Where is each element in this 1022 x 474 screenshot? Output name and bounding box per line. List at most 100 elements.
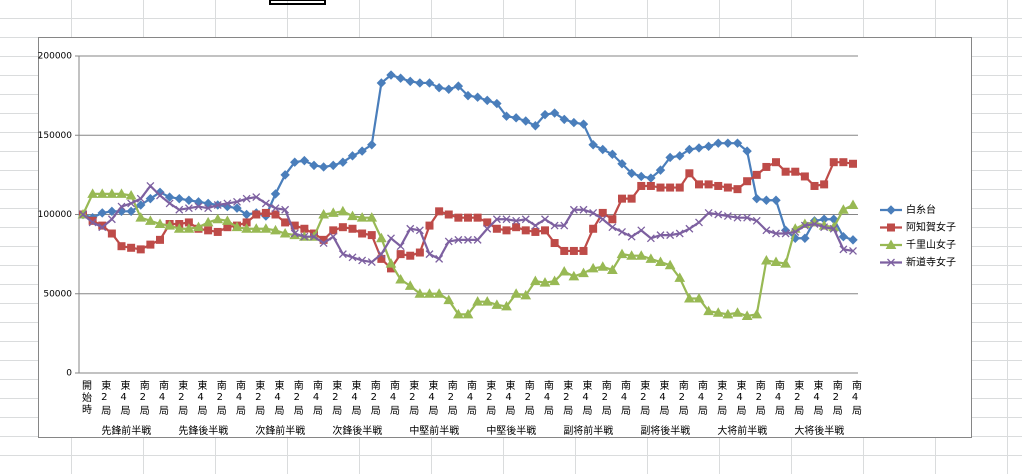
x-tick-label: 東4局 xyxy=(580,379,592,417)
x-tick-label: 東4局 xyxy=(272,379,284,417)
marker xyxy=(464,213,472,222)
marker xyxy=(183,223,195,233)
marker xyxy=(146,182,155,190)
marker xyxy=(598,208,607,217)
marker xyxy=(675,151,685,161)
marker xyxy=(329,226,338,235)
marker xyxy=(685,169,694,178)
marker xyxy=(838,204,849,214)
marker xyxy=(703,141,714,152)
marker xyxy=(849,159,857,168)
marker xyxy=(164,220,175,230)
marker xyxy=(348,253,357,262)
marker xyxy=(233,197,241,206)
x-tick-label: 南2局 xyxy=(445,379,457,417)
marker xyxy=(318,208,329,219)
marker xyxy=(732,138,743,148)
marker xyxy=(231,221,243,232)
marker xyxy=(521,226,530,235)
legend-label: 阿知賀女子 xyxy=(906,221,956,234)
x-tick-label: 東2局 xyxy=(715,379,727,417)
marker xyxy=(569,205,578,214)
marker xyxy=(559,114,569,125)
marker xyxy=(135,212,147,222)
marker xyxy=(501,111,512,121)
marker xyxy=(107,206,117,217)
marker xyxy=(271,210,280,219)
marker xyxy=(127,199,136,208)
marker xyxy=(743,177,752,186)
marker xyxy=(98,223,107,232)
marker xyxy=(771,195,781,205)
marker xyxy=(136,200,146,210)
marker xyxy=(635,250,647,260)
marker xyxy=(607,264,618,274)
x-tick-label: 南4局 xyxy=(542,379,554,417)
marker xyxy=(810,220,819,228)
marker xyxy=(127,243,136,252)
marker xyxy=(107,215,116,224)
marker xyxy=(751,308,763,319)
marker xyxy=(338,157,348,167)
x-tick-label: 東2局 xyxy=(638,379,650,417)
marker xyxy=(356,212,368,222)
marker xyxy=(204,204,213,213)
marker xyxy=(367,231,376,240)
marker xyxy=(136,245,145,254)
marker xyxy=(703,305,714,316)
x-tick-label: 南2局 xyxy=(676,379,688,417)
marker xyxy=(791,227,800,236)
marker xyxy=(847,199,859,209)
marker xyxy=(175,205,184,214)
x-tick-label: 東4局 xyxy=(734,379,746,417)
marker xyxy=(800,221,809,230)
marker xyxy=(675,229,684,238)
marker xyxy=(618,194,626,203)
y-tick-label: 150000 xyxy=(38,131,73,141)
marker xyxy=(281,218,290,227)
cell-cursor xyxy=(269,0,326,5)
marker xyxy=(433,288,445,298)
marker xyxy=(637,226,646,235)
marker xyxy=(366,212,378,222)
marker xyxy=(125,189,137,200)
marker xyxy=(473,235,482,244)
marker xyxy=(348,224,357,233)
marker xyxy=(761,195,772,205)
marker xyxy=(539,277,551,287)
marker xyxy=(770,256,782,267)
marker xyxy=(636,171,646,182)
marker xyxy=(618,227,626,236)
marker xyxy=(617,159,627,169)
marker xyxy=(502,226,511,235)
marker xyxy=(598,215,607,224)
marker xyxy=(300,232,309,241)
marker xyxy=(597,261,609,271)
x-tick-label: 東4局 xyxy=(349,379,361,417)
marker xyxy=(415,226,424,235)
marker xyxy=(656,183,665,192)
marker xyxy=(87,188,98,198)
x-tick-label: 東4局 xyxy=(657,379,669,417)
marker xyxy=(261,208,270,217)
marker xyxy=(839,245,848,254)
marker xyxy=(454,235,463,244)
marker xyxy=(820,180,829,189)
marker xyxy=(666,231,675,240)
marker xyxy=(616,248,628,259)
marker xyxy=(558,266,570,276)
marker xyxy=(395,273,406,284)
marker xyxy=(212,213,224,224)
marker xyxy=(646,181,655,190)
marker xyxy=(117,202,126,211)
marker xyxy=(549,108,560,118)
marker xyxy=(569,246,578,255)
marker xyxy=(270,189,281,199)
group-label: 次鋒前半戦 xyxy=(255,424,305,437)
marker xyxy=(664,259,676,270)
marker xyxy=(464,235,472,244)
marker xyxy=(425,250,434,259)
legend-marker xyxy=(886,205,896,215)
marker xyxy=(270,224,281,235)
